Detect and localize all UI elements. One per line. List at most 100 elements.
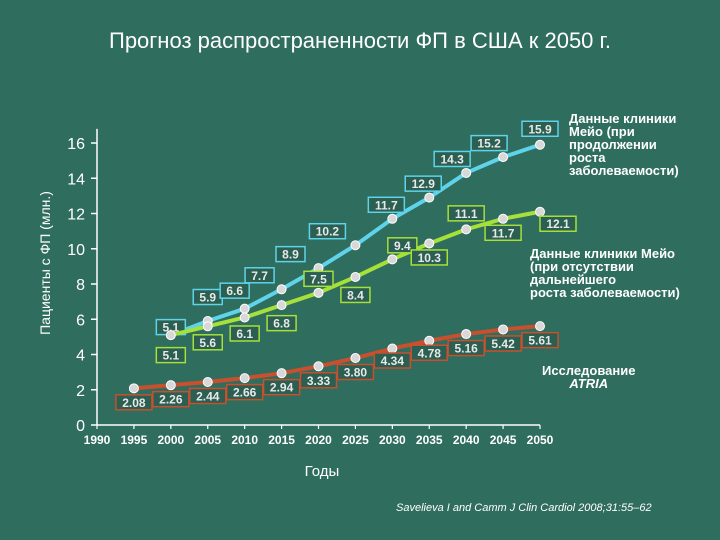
data-point bbox=[535, 321, 545, 332]
series-2: 2.08 2.26 2.44 2.66 2.94 3.333.804.344.78 5.16… bbox=[115, 321, 559, 411]
data-label: 2.26 bbox=[159, 393, 183, 407]
data-label-box bbox=[155, 346, 187, 364]
data-label: 6.6 bbox=[226, 284, 243, 298]
y-axis-label: Пациенты с ФП (млн.) bbox=[37, 191, 53, 335]
x-tick-label: 2030 bbox=[379, 433, 406, 447]
y-tick-label: 14 bbox=[67, 171, 85, 188]
data-label: 11.7 bbox=[492, 226, 515, 240]
series-0: 5.1 5.9 6.6 7.7 8.9 10.2 11.7 12.9 14.3 15.2 15.9 bbox=[155, 120, 559, 341]
legend-mayo-constant-line: Данные клиники Мейо bbox=[530, 246, 675, 261]
data-point bbox=[387, 343, 398, 354]
data-label-box bbox=[152, 390, 190, 408]
x-tick-label: 2005 bbox=[194, 433, 221, 447]
x-tick-label: 1995 bbox=[121, 433, 148, 447]
data-label: 7.7 bbox=[251, 269, 268, 283]
data-point bbox=[461, 167, 472, 178]
data-point bbox=[535, 139, 545, 150]
legend-mayo-constant-line: дальнейшего bbox=[530, 272, 617, 287]
data-label: 8.9 bbox=[282, 248, 299, 262]
data-label-box bbox=[275, 245, 306, 263]
legend-mayo-constant-line: (при отсутствии bbox=[530, 259, 634, 274]
data-point bbox=[165, 380, 176, 391]
data-label: 12.1 bbox=[546, 217, 570, 231]
data-label: 10.3 bbox=[418, 251, 442, 265]
data-point bbox=[202, 376, 213, 387]
data-label-box bbox=[433, 150, 471, 168]
data-label-box bbox=[367, 196, 406, 214]
data-label-box bbox=[229, 325, 260, 342]
data-label: 5.1 bbox=[162, 349, 179, 363]
data-label-box bbox=[470, 134, 508, 152]
data-label-box bbox=[192, 334, 223, 351]
data-label-box bbox=[404, 175, 442, 192]
data-label-box bbox=[521, 331, 559, 349]
data-point bbox=[350, 240, 361, 251]
data-point bbox=[498, 324, 509, 335]
data-point bbox=[461, 329, 472, 340]
data-label: 3.33 bbox=[307, 374, 331, 388]
data-label: 5.6 bbox=[199, 336, 216, 350]
data-point bbox=[313, 287, 324, 298]
data-label-box bbox=[447, 339, 485, 357]
y-tick-label: 6 bbox=[76, 312, 85, 329]
data-label: 15.9 bbox=[528, 122, 552, 136]
x-tick-label: 2015 bbox=[268, 433, 295, 447]
x-tick-label: 2040 bbox=[453, 433, 480, 447]
data-point bbox=[276, 368, 287, 379]
series-line bbox=[131, 324, 542, 391]
y-tick-label: 2 bbox=[76, 383, 85, 400]
data-label-box bbox=[244, 267, 275, 284]
y-tick-label: 16 bbox=[67, 136, 85, 153]
data-label-box bbox=[266, 314, 297, 332]
data-label: 6.8 bbox=[273, 317, 290, 331]
data-label: 3.80 bbox=[344, 366, 368, 380]
x-tick-label: 2020 bbox=[305, 433, 332, 447]
data-point bbox=[535, 206, 545, 217]
legend-atria: Исследование ATRIA bbox=[542, 364, 635, 390]
data-point bbox=[498, 213, 509, 224]
x-tick-label: 2035 bbox=[416, 433, 443, 447]
data-label: 5.61 bbox=[528, 334, 552, 348]
data-label: 4.34 bbox=[381, 354, 405, 368]
data-point bbox=[424, 238, 435, 249]
legend-mayo-increase-line: Мейо (при bbox=[569, 124, 635, 139]
x-tick-label: 2025 bbox=[342, 433, 369, 447]
data-point bbox=[128, 383, 139, 394]
data-label-box bbox=[484, 224, 522, 242]
legend-mayo-increase: Данные клиники Мейо (при продолжении рос… bbox=[569, 112, 679, 177]
data-label-box bbox=[410, 344, 448, 362]
data-point bbox=[387, 213, 398, 224]
y-tick-label: 10 bbox=[67, 242, 85, 259]
data-point bbox=[276, 300, 287, 311]
data-label: 15.2 bbox=[477, 137, 501, 151]
data-point bbox=[239, 303, 250, 314]
data-label-box bbox=[299, 372, 338, 389]
legend-mayo-constant: Данные клиники Мейо (при отсутствии даль… bbox=[530, 247, 680, 299]
data-label: 10.2 bbox=[316, 225, 340, 239]
data-label: 4.78 bbox=[418, 346, 442, 360]
data-label: 5.42 bbox=[491, 337, 515, 351]
data-label-box bbox=[484, 335, 522, 352]
legend-atria-line: ATRIA bbox=[569, 376, 609, 391]
data-label: 11.1 bbox=[455, 207, 478, 221]
data-label-box bbox=[308, 222, 347, 240]
y-tick-label: 8 bbox=[76, 277, 85, 294]
data-label-box bbox=[447, 205, 485, 222]
x-tick-label: 2045 bbox=[490, 433, 517, 447]
data-point bbox=[202, 321, 213, 332]
x-tick-label: 2000 bbox=[157, 433, 184, 447]
legend-mayo-increase-line: заболеваемости) bbox=[569, 163, 679, 178]
data-label: 5.9 bbox=[199, 291, 216, 305]
legend-mayo-increase-line: роста bbox=[569, 150, 606, 165]
x-tick-label: 1990 bbox=[84, 433, 111, 447]
data-label-box bbox=[262, 378, 301, 396]
data-label: 11.7 bbox=[375, 198, 398, 212]
data-label-box bbox=[521, 120, 559, 138]
x-axis-label: Годы bbox=[305, 463, 340, 480]
data-label: 9.4 bbox=[394, 239, 411, 253]
axes bbox=[91, 128, 541, 429]
legend-mayo-constant-line: роста заболеваемости) bbox=[530, 285, 680, 300]
legend-mayo-increase-line: Данные клиники bbox=[569, 111, 677, 126]
legend-mayo-increase-line: продолжении bbox=[569, 137, 657, 152]
data-label: 5.16 bbox=[454, 342, 478, 356]
